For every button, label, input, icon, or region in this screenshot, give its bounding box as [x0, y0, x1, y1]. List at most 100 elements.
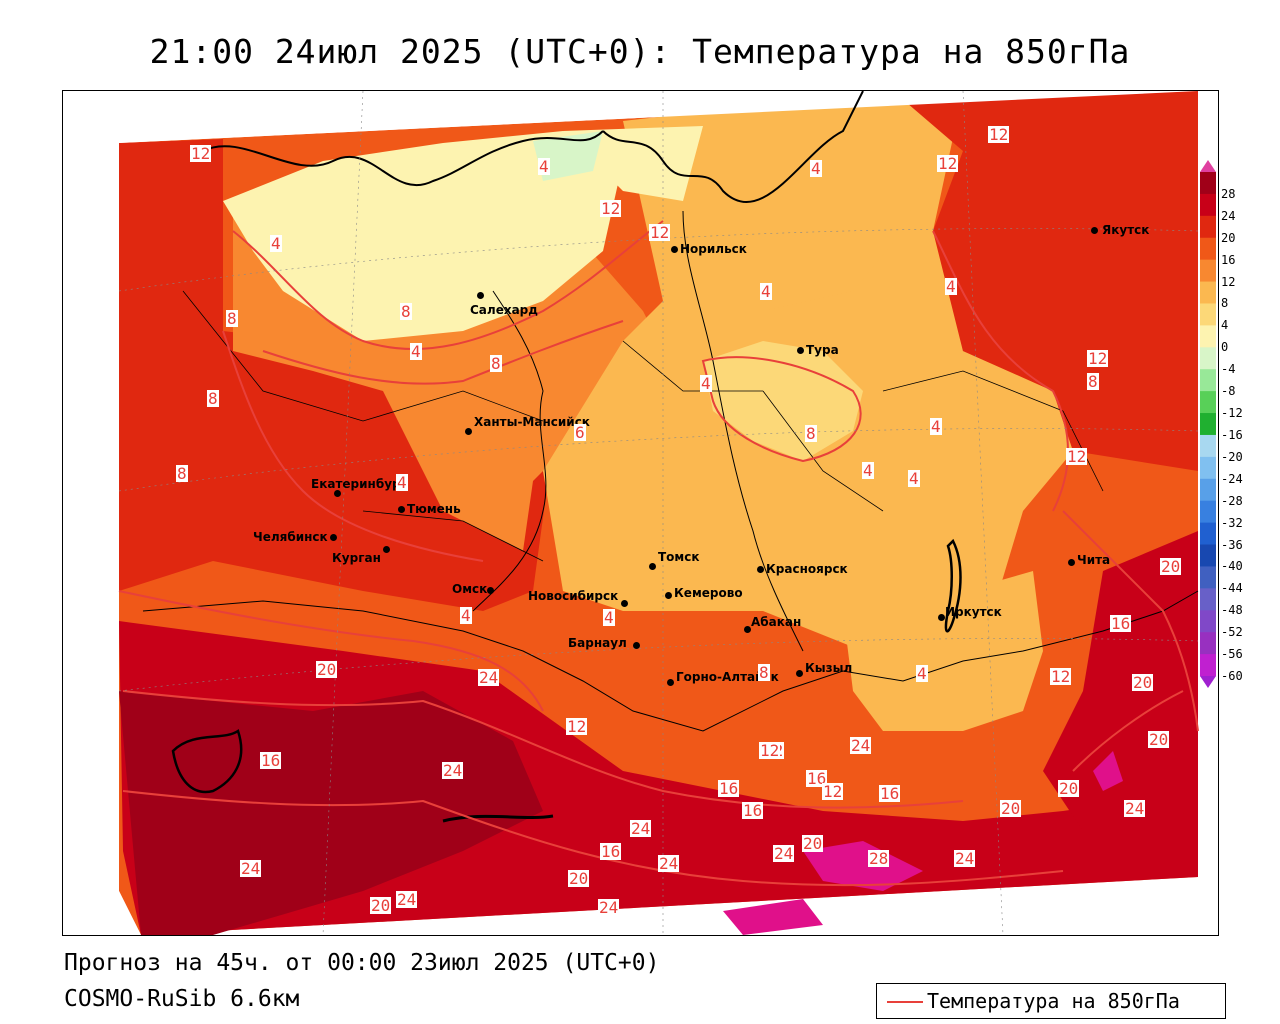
city-dot [744, 626, 751, 633]
colorbar-swatch [1200, 325, 1216, 348]
city-dot [797, 347, 804, 354]
region-borders [182, 290, 1104, 562]
colorbar-swatch [1200, 632, 1216, 655]
isotherm-label: 6 [574, 423, 586, 442]
colorbar-tick-label: 28 [1221, 186, 1236, 201]
city-dot [330, 534, 337, 541]
city-dot [477, 292, 484, 299]
zone-28-bottom [723, 899, 823, 935]
colorbar-swatch [1200, 369, 1216, 392]
isotherm-label: 4 [916, 664, 928, 683]
colorbar-swatch [1200, 237, 1216, 261]
isotherm-4-north [232, 220, 664, 351]
colorbar-tick-label: -48 [1221, 603, 1243, 618]
map-title: 21:00 24июл 2025 (UTC+0): Температура на… [149, 32, 1131, 71]
isotherm-label: 16 [260, 751, 282, 770]
legend-label: Температура на 850гПа [927, 989, 1180, 1013]
isotherm-24-south [122, 790, 1064, 887]
isotherm-12-east [1062, 510, 1199, 732]
isotherm-label: 24 [598, 898, 620, 917]
city-label: Кемерово [674, 586, 743, 600]
zone-0-central [703, 341, 863, 461]
city-label: Чита [1077, 553, 1111, 567]
river-ob [472, 290, 547, 612]
colorbar-tick-label: -40 [1221, 559, 1243, 574]
zone-0-yamal [223, 131, 623, 341]
city-dot [796, 670, 803, 677]
colorbar [1200, 160, 1216, 688]
city-label: Иркутск [945, 605, 1002, 619]
isotherm-label: 8 [1087, 372, 1099, 391]
lake-baikal [944, 538, 962, 633]
colorbar-tick-label: -28 [1221, 493, 1243, 508]
isotherm-label: 20 [1148, 730, 1170, 749]
zone-28-south [803, 841, 923, 891]
colorbar-tick-label: -12 [1221, 406, 1243, 421]
city-dot [938, 614, 945, 621]
city-dot [665, 592, 672, 599]
isotherm-label: 28 [868, 849, 890, 868]
colorbar-swatch [1200, 588, 1216, 611]
colorbar-tick-label: -16 [1221, 427, 1243, 442]
coastline-taimyr [602, 91, 864, 203]
isotherm-label: 8 [176, 464, 188, 483]
isotherm-16-south [118, 590, 544, 712]
isotherm-label: 4 [410, 342, 422, 361]
city-dot [1068, 559, 1075, 566]
colorbar-swatch [1200, 478, 1216, 502]
colorbar-tick-label: -56 [1221, 647, 1243, 662]
city-dot [465, 428, 472, 435]
isotherm-label: 24 [773, 844, 795, 863]
zone-28-southeast [1093, 751, 1123, 791]
city-dot [633, 642, 640, 649]
lake-balkhash [442, 814, 554, 823]
city-label: Новосибирск [528, 589, 619, 603]
colorbar-tick-label: 0 [1221, 340, 1229, 355]
colorbar-swatch [1200, 413, 1216, 436]
zone-minus4-taimyr [533, 131, 603, 181]
isotherm-label: 8 [400, 302, 412, 321]
isotherm-label: 24 [442, 761, 464, 780]
colorbar-tick-label: -52 [1221, 625, 1243, 640]
colorbar-swatch [1200, 347, 1216, 370]
isotherm-label: 24 [396, 890, 418, 909]
colorbar-tick-label: 20 [1221, 230, 1236, 245]
isotherm-label: 4 [862, 461, 874, 480]
colorbar-tick-label: -32 [1221, 515, 1243, 530]
isotherm-label: 12 [600, 199, 622, 218]
isotherm-label: 16 [806, 769, 828, 788]
temperature-map [63, 91, 1218, 935]
colorbar-swatch [1200, 434, 1216, 458]
river-yenisei [682, 210, 804, 652]
coastline-caspian [171, 729, 243, 794]
city-label: Кызыл [805, 661, 853, 675]
colorbar-swatch [1200, 500, 1216, 524]
colorbar-tick-label: 8 [1221, 296, 1229, 311]
isotherm-label: 16 [879, 784, 901, 803]
colorbar-tick-label: -36 [1221, 537, 1243, 552]
colorbar-swatch [1200, 544, 1216, 567]
legend-line-swatch [887, 1001, 923, 1003]
isotherm-label: 4 [460, 606, 472, 625]
isotherm-label: 20 [370, 896, 392, 915]
isotherm-label: 8 [805, 424, 817, 443]
isotherm-20-east [1072, 690, 1184, 772]
legend-box: Температура на 850гПа [876, 983, 1226, 1019]
colorbar-tick-label: 16 [1221, 252, 1236, 267]
colorbar-swatch [1200, 566, 1216, 589]
colorbar-tick-label: -24 [1221, 471, 1243, 486]
colorbar-swatch [1200, 456, 1216, 480]
isotherm-label: 4 [810, 159, 822, 178]
outside-domain-left [63, 143, 141, 935]
map-panel[interactable] [62, 90, 1219, 936]
isotherm-label: 4 [700, 374, 712, 393]
isotherm-label: 8 [490, 354, 502, 373]
zone-12-east [893, 91, 1198, 471]
city-dot [398, 506, 405, 513]
isotherm-label: 24 [1124, 799, 1146, 818]
colorbar-swatch [1200, 303, 1216, 326]
isotherm-12-west [222, 330, 484, 562]
isotherm-label: 8 [758, 663, 770, 682]
colorbar-tick-label: -60 [1221, 669, 1243, 683]
city-label: Ханты-Мансийск [474, 415, 590, 429]
